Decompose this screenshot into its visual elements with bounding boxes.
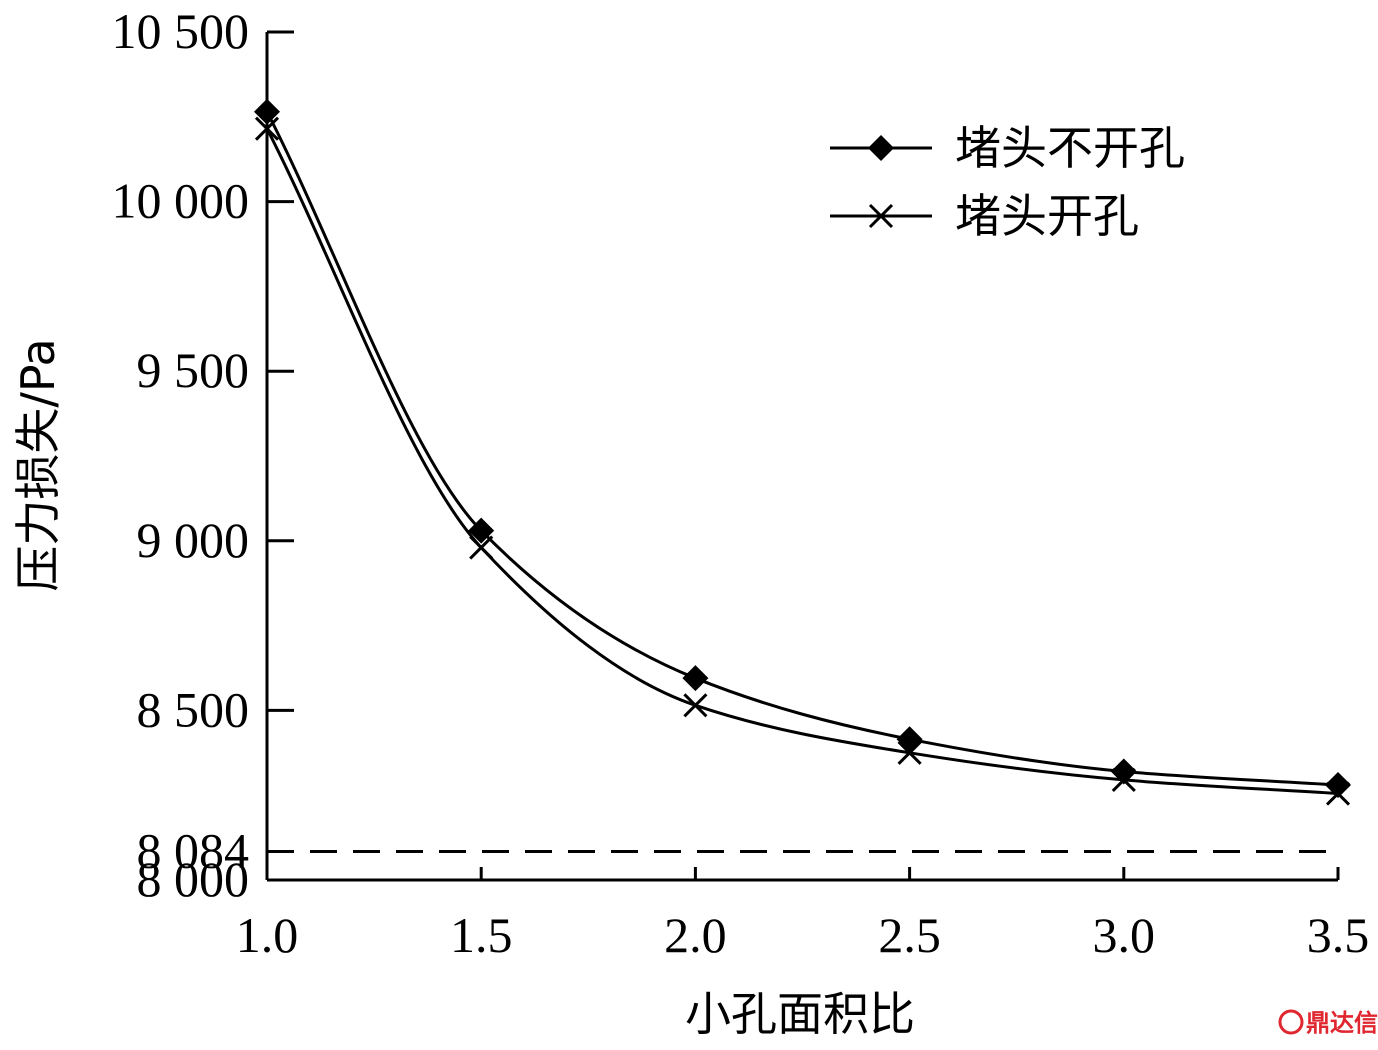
data-point xyxy=(254,116,280,141)
x-marker-stroke xyxy=(897,740,922,765)
legend-label: 堵头不开孔 xyxy=(955,121,1185,175)
data-point xyxy=(468,517,495,544)
x-marker-stroke xyxy=(254,116,280,141)
y-tick-label: 9 500 xyxy=(137,342,250,398)
y-tick-label: 8 000 xyxy=(137,851,250,907)
legend-marker xyxy=(868,203,894,229)
watermark: 鼎达信 xyxy=(1278,1009,1378,1037)
data-point xyxy=(1111,767,1136,792)
y-tick-label: 10 500 xyxy=(112,3,250,59)
axes xyxy=(265,30,1340,882)
legend-label: 堵头开孔 xyxy=(955,189,1139,243)
data-point xyxy=(469,535,494,560)
x-axis-title: 小孔面积比 xyxy=(685,987,915,1041)
data-point xyxy=(1325,781,1351,806)
legend-marker xyxy=(868,135,894,161)
x-tick-label: 3.5 xyxy=(1307,907,1370,963)
x-tick-label: 2.0 xyxy=(664,907,727,963)
x-marker-stroke xyxy=(469,535,494,560)
x-marker-stroke xyxy=(868,203,894,229)
data-point xyxy=(254,98,280,125)
legend-item-1: 堵头不开孔 xyxy=(830,121,1185,175)
x-tick-label: 1.0 xyxy=(236,907,299,963)
y-tick-label: 8 500 xyxy=(137,681,250,737)
logo-icon xyxy=(1278,1009,1304,1035)
y-axis-title: 压力损失/Pa xyxy=(11,338,65,591)
data-point xyxy=(896,726,923,753)
y-tick-label: 10 000 xyxy=(112,173,250,229)
x-marker-stroke xyxy=(1111,767,1136,792)
x-marker-stroke xyxy=(1325,781,1351,806)
y-tick-label: 8 084 xyxy=(137,823,250,879)
x-marker-stroke xyxy=(683,693,708,718)
x-tick-label: 1.5 xyxy=(450,907,513,963)
x-tick-label: 2.5 xyxy=(878,907,941,963)
legend-item-2: 堵头开孔 xyxy=(830,189,1139,243)
x-tick-label: 3.0 xyxy=(1093,907,1156,963)
data-point xyxy=(683,693,708,718)
series-1 xyxy=(254,98,1351,799)
series-line xyxy=(265,128,1339,795)
series-group xyxy=(254,98,1351,806)
series-2 xyxy=(254,116,1351,806)
series-line xyxy=(265,111,1339,787)
data-point xyxy=(682,665,709,692)
data-point xyxy=(1325,772,1351,799)
watermark-text: 鼎达信 xyxy=(1306,1009,1378,1037)
data-point xyxy=(897,740,922,765)
y-tick-label: 9 000 xyxy=(137,512,250,568)
